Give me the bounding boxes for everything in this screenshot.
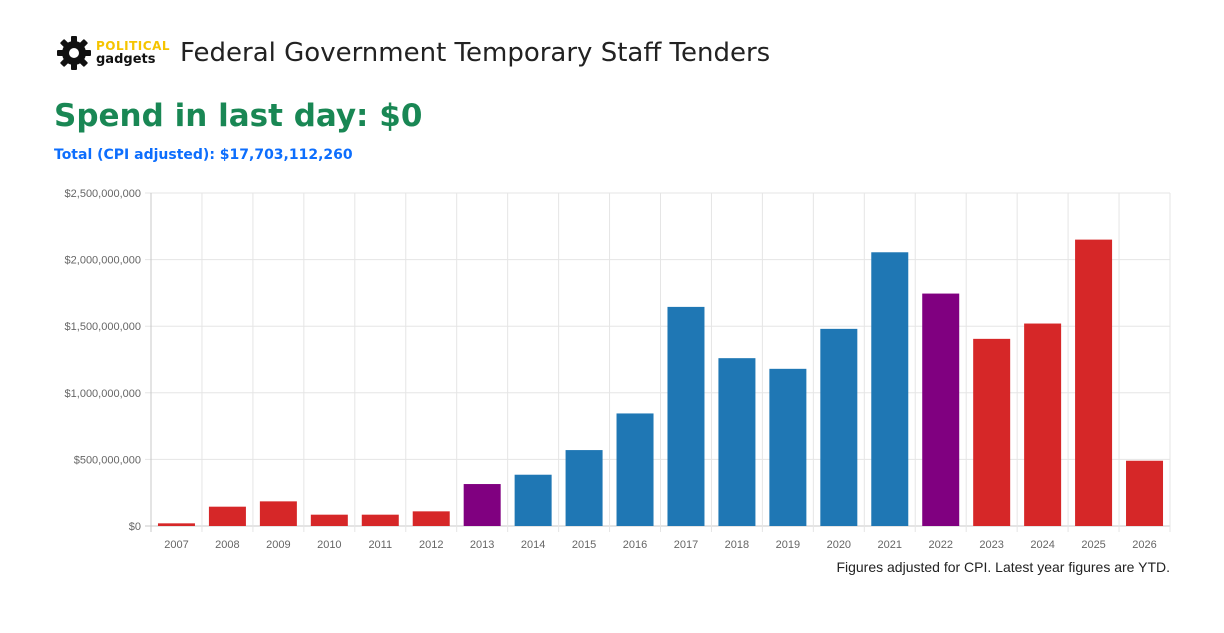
bar-2019[interactable] bbox=[769, 368, 807, 526]
footnote: Figures adjusted for CPI. Latest year fi… bbox=[836, 559, 1170, 575]
x-tick-label: 2024 bbox=[1030, 539, 1054, 551]
bar-2015[interactable] bbox=[565, 450, 603, 526]
y-tick-label: $1,000,000,000 bbox=[65, 388, 141, 400]
x-tick-label: 2018 bbox=[725, 539, 749, 551]
x-tick-label: 2013 bbox=[470, 539, 494, 551]
x-axis-labels: 2007 2008 2009 2010 2011 2012 2013 2014 2015 2016… bbox=[164, 539, 1157, 551]
bar-2011[interactable] bbox=[361, 514, 399, 526]
bar-2020[interactable] bbox=[820, 328, 858, 526]
header: POLITICAL gadgets Federal Government Tem… bbox=[56, 32, 770, 74]
bar-2017[interactable] bbox=[667, 306, 705, 526]
y-tick-label: $2,500,000,000 bbox=[65, 188, 141, 200]
grid-layer bbox=[145, 192, 1171, 532]
x-tick-label: 2015 bbox=[572, 539, 596, 551]
page-title: Federal Government Temporary Staff Tende… bbox=[180, 38, 771, 68]
total-cpi-adjusted: Total (CPI adjusted): $17,703,112,260 bbox=[54, 147, 353, 163]
y-tick-label: $1,500,000,000 bbox=[65, 321, 141, 333]
bar-2025[interactable] bbox=[1075, 239, 1113, 526]
y-tick-label: $500,000,000 bbox=[74, 454, 141, 466]
bar-2010[interactable] bbox=[310, 514, 348, 526]
y-axis-labels: $0 $500,000,000 $1,000,000,000 $1,500,000,0… bbox=[65, 188, 141, 533]
bar-chart: $0 $500,000,000 $1,000,000,000 $1,500,000,0… bbox=[65, 188, 1171, 551]
x-tick-label: 2019 bbox=[776, 539, 800, 551]
x-tick-label: 2025 bbox=[1081, 539, 1105, 551]
bar-2023[interactable] bbox=[973, 338, 1011, 526]
bar-2013[interactable] bbox=[463, 484, 501, 526]
logo-text-bottom: gadgets bbox=[96, 52, 156, 67]
x-tick-label: 2014 bbox=[521, 539, 545, 551]
bar-2024[interactable] bbox=[1024, 323, 1062, 526]
x-tick-label: 2012 bbox=[419, 539, 443, 551]
x-tick-label: 2011 bbox=[368, 539, 392, 551]
bar-2012[interactable] bbox=[412, 511, 450, 526]
x-tick-label: 2026 bbox=[1132, 539, 1156, 551]
bar-2007[interactable] bbox=[157, 523, 195, 526]
x-tick-label: 2022 bbox=[928, 539, 952, 551]
x-tick-label: 2007 bbox=[164, 539, 188, 551]
bar-2016[interactable] bbox=[616, 413, 654, 526]
bar-2021[interactable] bbox=[871, 252, 909, 527]
bar-2014[interactable] bbox=[514, 474, 552, 526]
x-tick-label: 2023 bbox=[979, 539, 1003, 551]
logo-text-top: POLITICAL bbox=[96, 39, 170, 53]
gear-icon bbox=[57, 36, 91, 70]
logo[interactable]: POLITICAL gadgets bbox=[56, 35, 170, 71]
x-tick-label: 2021 bbox=[878, 539, 902, 551]
bar-2026[interactable] bbox=[1126, 460, 1164, 526]
bar-2022[interactable] bbox=[922, 293, 960, 526]
bar-2008[interactable] bbox=[208, 506, 246, 526]
x-tick-label: 2009 bbox=[266, 539, 290, 551]
x-tick-label: 2017 bbox=[674, 539, 698, 551]
x-tick-label: 2016 bbox=[623, 539, 647, 551]
y-tick-label: $0 bbox=[129, 521, 141, 533]
x-tick-label: 2010 bbox=[317, 539, 341, 551]
y-tick-label: $2,000,000,000 bbox=[65, 255, 141, 267]
x-tick-label: 2020 bbox=[827, 539, 851, 551]
bar-2018[interactable] bbox=[718, 358, 756, 526]
spend-last-day: Spend in last day: $0 bbox=[54, 98, 423, 134]
bar-2009[interactable] bbox=[259, 501, 297, 526]
bars-layer bbox=[157, 239, 1164, 527]
x-tick-label: 2008 bbox=[215, 539, 239, 551]
